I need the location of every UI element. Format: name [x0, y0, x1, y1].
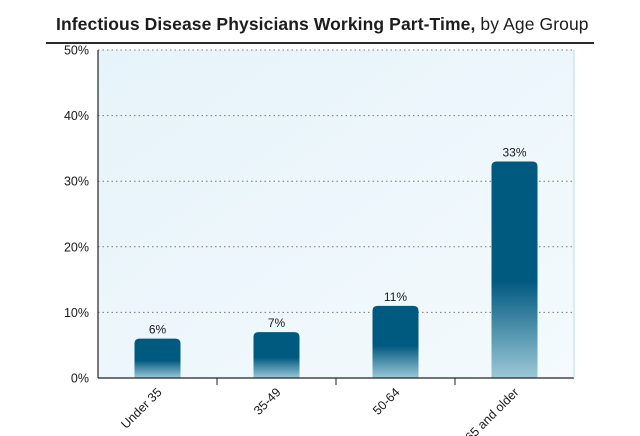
data-label: 6%: [149, 323, 167, 337]
data-label: 7%: [268, 316, 286, 330]
bar: [372, 305, 419, 378]
bar: [491, 161, 538, 378]
bar: [134, 338, 181, 378]
y-tick-label: 20%: [64, 240, 89, 254]
y-tick-label: 40%: [64, 109, 89, 123]
x-tick-label: 50-64: [370, 385, 403, 418]
chart-title-main: Infectious Disease Physicians Working Pa…: [56, 14, 476, 34]
chart-title-area: Infectious Disease Physicians Working Pa…: [46, 6, 594, 44]
axes: [97, 50, 575, 385]
title-underline: [46, 42, 594, 44]
x-axis-labels: Under 35 35-49 50-64 65 and older: [118, 385, 521, 436]
x-tick-label: 35-49: [251, 385, 284, 418]
y-tick-label: 0%: [71, 372, 89, 386]
y-axis-ticks: 0% 10% 20% 30% 40% 50%: [64, 44, 89, 386]
chart-title: Infectious Disease Physicians Working Pa…: [56, 14, 589, 35]
bar: [253, 332, 300, 378]
x-tick-label: 65 and older: [463, 385, 522, 436]
y-tick-label: 10%: [64, 306, 89, 320]
y-tick-label: 50%: [64, 44, 89, 58]
y-tick-label: 30%: [64, 175, 89, 189]
data-label: 11%: [384, 290, 407, 304]
x-tick-label: Under 35: [118, 385, 164, 431]
bars: 6% 7% 11% 33%: [134, 146, 538, 378]
data-label: 33%: [502, 146, 526, 160]
chart-subtitle: by Age Group: [480, 14, 589, 34]
